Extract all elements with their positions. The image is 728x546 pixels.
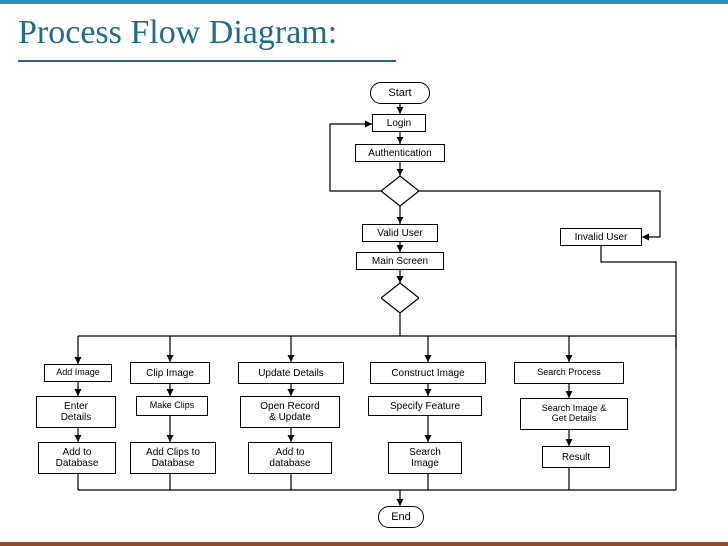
node-srchimgd: Search Image & Get Details (520, 398, 628, 430)
node-diamond1 (381, 176, 419, 206)
node-adddb2: Add to database (248, 442, 332, 474)
node-srchimg: Search Image (388, 442, 462, 474)
node-valid: Valid User (362, 224, 438, 242)
node-label: Specify Feature (390, 401, 460, 412)
node-mainscr: Main Screen (356, 252, 444, 270)
node-label: Authentication (368, 148, 431, 159)
node-auth: Authentication (355, 144, 445, 162)
node-label: Main Screen (372, 256, 428, 267)
node-diamond2 (381, 283, 419, 313)
node-upddet: Update Details (238, 362, 344, 384)
node-label: Start (388, 87, 411, 99)
node-label: Add Clips to Database (146, 447, 200, 469)
node-invalid: Invalid User (560, 228, 642, 246)
node-label: Add to Database (56, 447, 99, 469)
node-label: Enter Details (61, 401, 92, 423)
node-label: Open Record & Update (260, 401, 319, 423)
node-specfeat: Specify Feature (368, 396, 482, 416)
slide: Process Flow Diagram: StartLoginAuthenti… (0, 0, 728, 546)
node-addimg: Add Image (44, 364, 112, 382)
node-adddb1: Add to Database (38, 442, 116, 474)
node-label: Construct Image (391, 368, 464, 379)
node-label: Login (387, 118, 411, 129)
node-label: Add Image (56, 368, 100, 378)
node-label: Add to database (269, 447, 310, 469)
node-label: Clip Image (146, 368, 194, 379)
node-login: Login (372, 114, 426, 132)
node-conimg: Construct Image (370, 362, 486, 384)
node-result: Result (542, 446, 610, 468)
node-label: Search Process (537, 368, 601, 378)
node-start: Start (370, 82, 430, 104)
node-label: Invalid User (575, 232, 628, 243)
node-label: Make Clips (150, 401, 195, 411)
node-srchproc: Search Process (514, 362, 624, 384)
node-makeclips: Make Clips (136, 396, 208, 416)
node-label: Update Details (258, 368, 324, 379)
node-label: End (391, 511, 411, 523)
node-label: Search Image & Get Details (542, 404, 607, 424)
node-end: End (378, 506, 424, 528)
node-label: Valid User (377, 228, 422, 239)
node-clipimg: Clip Image (130, 362, 210, 384)
node-openrec: Open Record & Update (240, 396, 340, 428)
node-label: Result (562, 452, 590, 463)
node-enterdet: Enter Details (36, 396, 116, 428)
node-label: Search Image (409, 447, 441, 469)
node-addclipsdb: Add Clips to Database (130, 442, 216, 474)
